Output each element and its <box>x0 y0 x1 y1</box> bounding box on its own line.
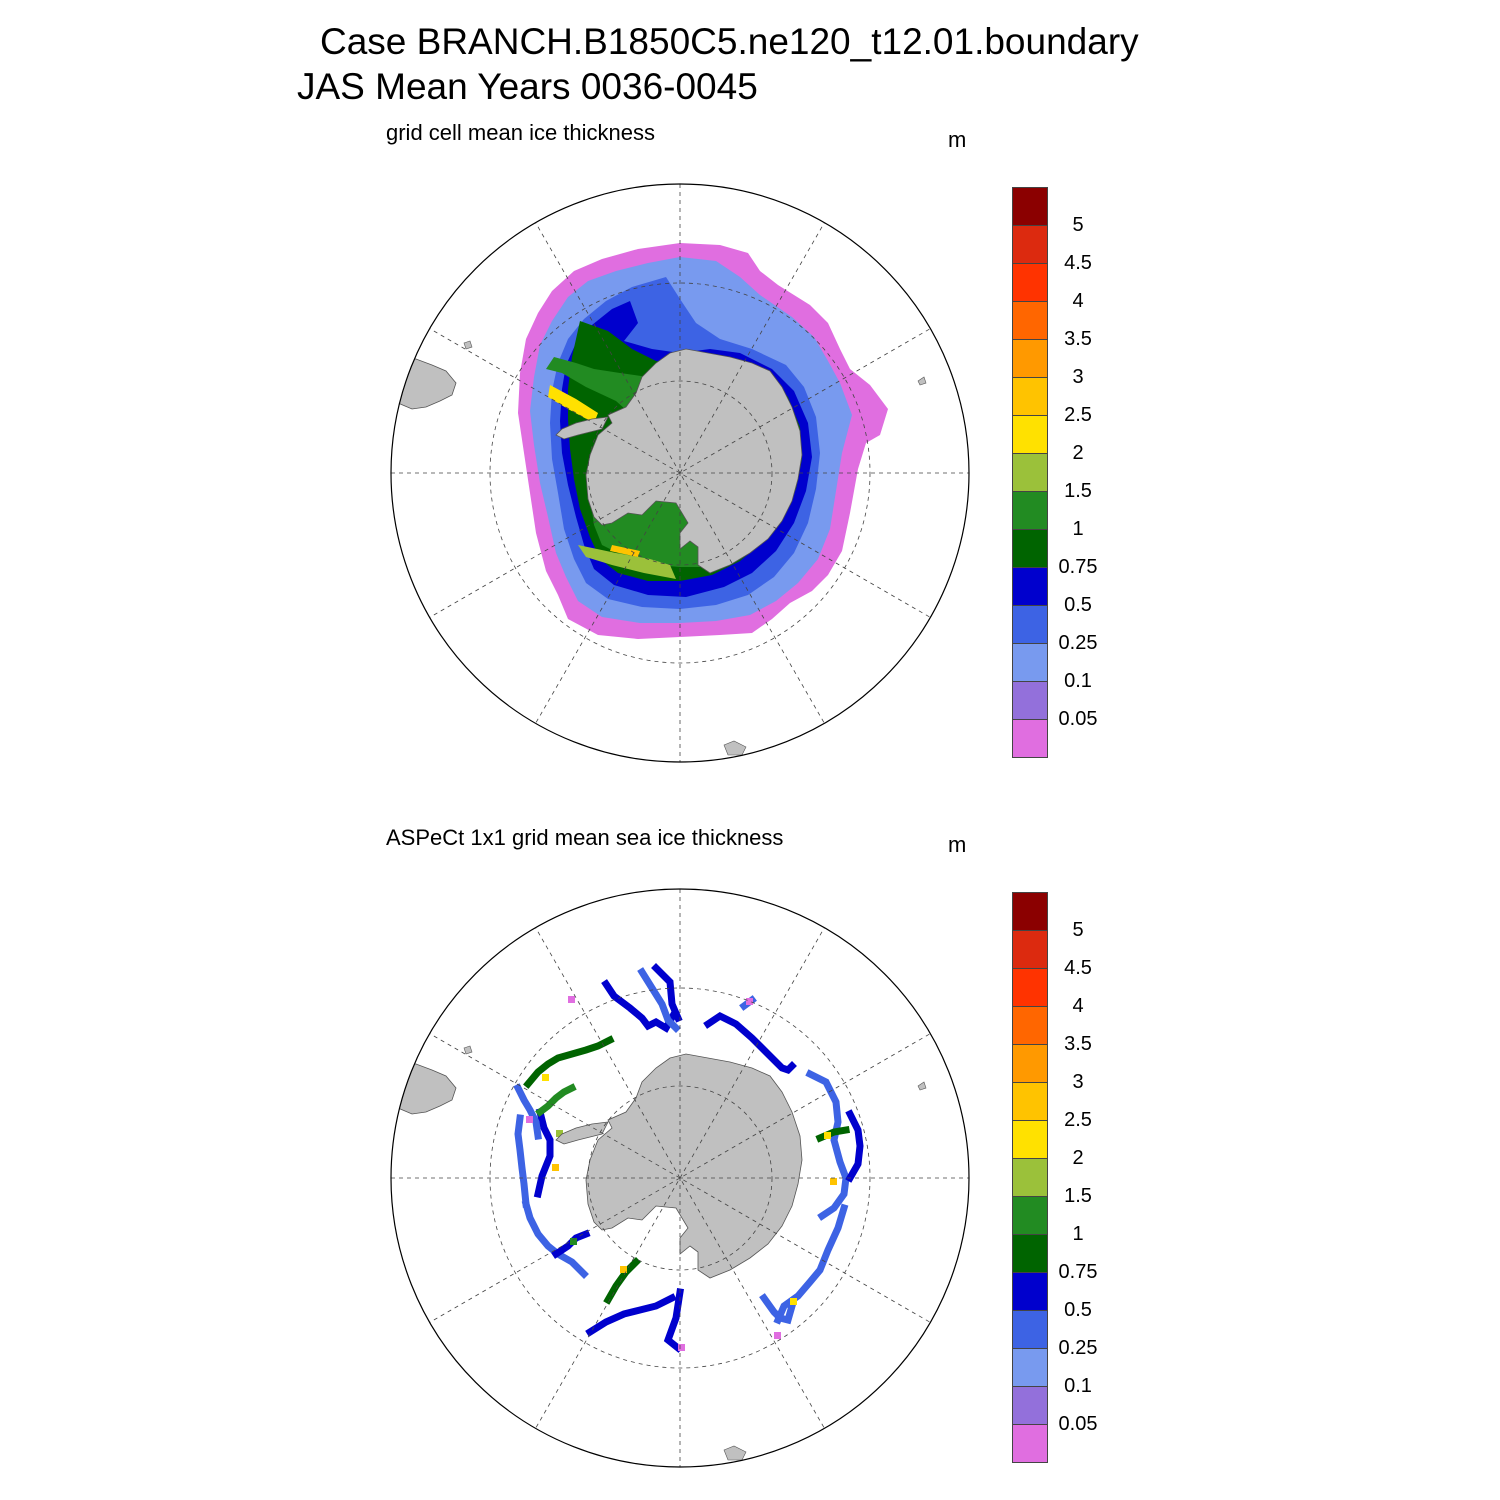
colorbar-cell <box>1013 606 1047 644</box>
ice-band-2.5 <box>610 545 640 557</box>
colorbar-cell <box>1013 1159 1047 1197</box>
colorbar-cell <box>1013 682 1047 720</box>
obs-thick-patches <box>526 996 837 1351</box>
obs-track-weddell-2 <box>637 967 681 1033</box>
ice-band-2 <box>548 385 598 423</box>
obs-track-peninsula-1 <box>523 1035 615 1089</box>
colorbar-tick-label: 5 <box>1072 919 1084 941</box>
antarctica-landmass <box>585 348 803 574</box>
island-new-zealand <box>723 740 747 756</box>
panel2-units: m <box>948 832 967 857</box>
colorbar-tick-label: 4 <box>1072 290 1084 312</box>
obs-track-bellingshausen-1 <box>514 1114 530 1208</box>
colorbar-cell <box>1013 1349 1047 1387</box>
obs-track-weddell <box>601 979 679 1033</box>
colorbar-tick-label: 5 <box>1072 214 1084 236</box>
colorbar-cell <box>1013 416 1047 454</box>
colorbar-cell <box>1013 1387 1047 1425</box>
panel2-label: ASPeCt 1x1 grid mean sea ice thickness <box>386 825 784 850</box>
colorbar-tick-label: 0.25 <box>1058 1337 1098 1359</box>
colorbar-cell <box>1013 1045 1047 1083</box>
island-falklands <box>463 1045 473 1055</box>
model-ice-thickness-map <box>390 183 970 763</box>
colorbar-tick-label: 0.05 <box>1058 708 1098 730</box>
figure-title-period: JAS Mean Years 0036-0045 <box>297 66 758 107</box>
obs-track-ross-3 <box>585 1293 677 1337</box>
obs-track-east-1 <box>703 1011 797 1075</box>
colorbar-cell <box>1013 1121 1047 1159</box>
colorbar-cell <box>1013 454 1047 492</box>
colorbar-cell <box>1013 1311 1047 1349</box>
colorbar-tick-label: 2 <box>1072 1147 1084 1169</box>
colorbar-cell <box>1013 492 1047 530</box>
aspect-ice-thickness-map <box>390 888 970 1468</box>
colorbar-tick-label: 2.5 <box>1064 404 1092 426</box>
obs-track-ross-4 <box>603 1257 641 1305</box>
obs-track-weddell-3 <box>651 963 683 1023</box>
colorbar-cell <box>1013 969 1047 1007</box>
colorbar-tick-label: 4 <box>1072 995 1084 1017</box>
island-falklands <box>463 340 473 350</box>
ice-band-1.5 <box>578 545 676 579</box>
island-new-zealand <box>723 1445 747 1461</box>
colorbar-tick-label: 1.5 <box>1064 480 1092 502</box>
island-kerguelen <box>917 1081 927 1091</box>
colorbar-tick-label: 0.75 <box>1058 1261 1098 1283</box>
colorbar-cell <box>1013 1273 1047 1311</box>
antarctic-peninsula <box>555 1121 609 1145</box>
colorbar-tick-label: 0.1 <box>1064 670 1092 692</box>
colorbar-cell <box>1013 378 1047 416</box>
colorbar-tick-label: 2 <box>1072 442 1084 464</box>
colorbar-panel2 <box>1012 892 1048 1463</box>
obs-track-east-6 <box>773 1203 849 1325</box>
island-kerguelen <box>917 376 927 386</box>
obs-track-amundsen-1 <box>521 1199 589 1279</box>
colorbar-tick-label: 0.5 <box>1064 594 1092 616</box>
figure-title-case: Case BRANCH.B1850C5.ne120_t12.01.boundar… <box>320 21 1139 62</box>
colorbar-tick-label: 0.1 <box>1064 1375 1092 1397</box>
colorbar-cell <box>1013 188 1047 226</box>
colorbar-cell <box>1013 644 1047 682</box>
colorbar-tick-label: 0.5 <box>1064 1299 1092 1321</box>
colorbar-tick-label: 3.5 <box>1064 328 1092 350</box>
obs-track-bellingshausen-2 <box>533 1107 554 1199</box>
obs-track-peninsula-3 <box>535 1083 577 1117</box>
colorbar-tick-label: 2.5 <box>1064 1109 1092 1131</box>
colorbar-cell <box>1013 530 1047 568</box>
colorbar-panel1 <box>1012 187 1048 758</box>
colorbar-tick-label: 4.5 <box>1064 252 1092 274</box>
colorbar-tick-label: 0.05 <box>1058 1413 1098 1435</box>
colorbar-tick-label: 4.5 <box>1064 957 1092 979</box>
panel1-units: m <box>948 127 967 152</box>
colorbar-cell <box>1013 302 1047 340</box>
obs-track-east-3 <box>805 1069 850 1221</box>
colorbar-cell <box>1013 1235 1047 1273</box>
colorbar-cell <box>1013 1007 1047 1045</box>
antarctica-landmass <box>585 1053 803 1279</box>
colorbar-cell <box>1013 931 1047 969</box>
colorbar-tick-label: 0.75 <box>1058 556 1098 578</box>
colorbar-cell <box>1013 568 1047 606</box>
panel1-label: grid cell mean ice thickness <box>386 120 656 145</box>
colorbar-tick-label: 3.5 <box>1064 1033 1092 1055</box>
colorbar-cell <box>1013 264 1047 302</box>
obs-track-east-4 <box>845 1109 864 1183</box>
colorbar-tick-label: 3 <box>1072 1071 1084 1093</box>
colorbar-cell <box>1013 1083 1047 1121</box>
colorbar-tick-label: 1 <box>1072 1223 1084 1245</box>
colorbar-tick-label: 3 <box>1072 366 1084 388</box>
colorbar-tick-label: 1.5 <box>1064 1185 1092 1207</box>
colorbar-tick-label: 0.25 <box>1058 632 1098 654</box>
colorbar-cell <box>1013 1197 1047 1235</box>
colorbar-cell <box>1013 226 1047 264</box>
obs-track-ross-2 <box>663 1288 684 1353</box>
colorbar-tick-label: 1 <box>1072 518 1084 540</box>
colorbar-cell <box>1013 340 1047 378</box>
colorbar-cell <box>1013 893 1047 931</box>
antarctic-peninsula <box>555 416 609 440</box>
obs-track-ross-1 <box>759 1293 797 1325</box>
colorbar-cell <box>1013 1425 1047 1462</box>
obs-track-peninsula-2 <box>513 1083 542 1140</box>
colorbar-cell <box>1013 720 1047 757</box>
